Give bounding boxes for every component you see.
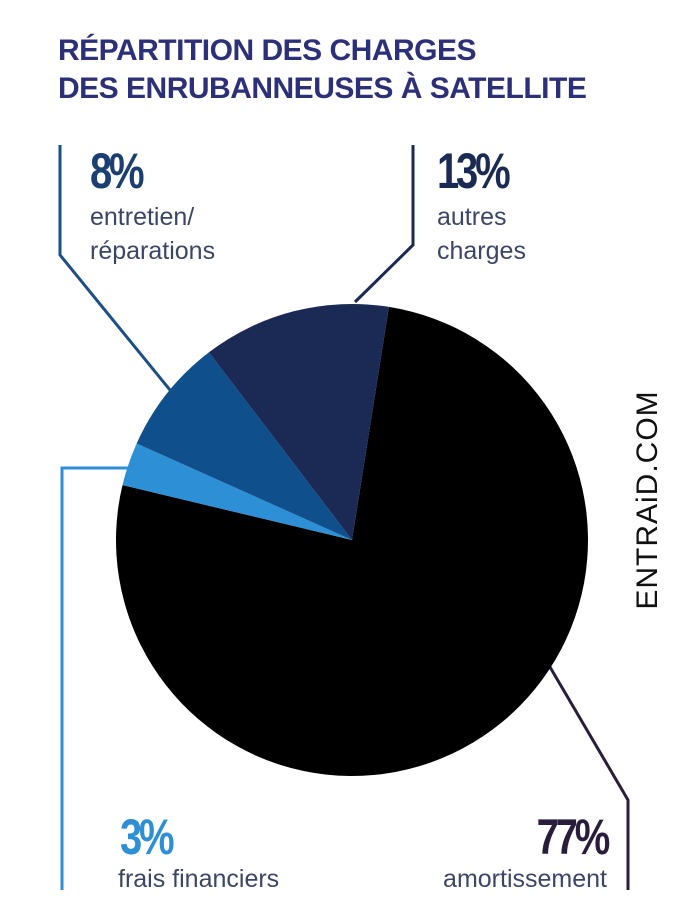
slice-label: autres charges bbox=[437, 203, 526, 265]
leader-line bbox=[60, 466, 132, 890]
pie-slice bbox=[116, 306, 589, 776]
leader-line bbox=[538, 649, 630, 890]
leader-line bbox=[353, 145, 415, 304]
leader-line bbox=[58, 145, 172, 391]
slice-label: frais financiers bbox=[118, 865, 280, 893]
slice-label: amortissement bbox=[443, 865, 607, 893]
watermark: ENTRAiD.COM bbox=[631, 390, 664, 610]
value-label: 13% bbox=[437, 143, 511, 199]
pie-slice bbox=[208, 304, 389, 540]
chart-title: RÉPARTITION DES CHARGES bbox=[58, 34, 476, 67]
value-label: 3% bbox=[120, 809, 175, 865]
value-label: 77% bbox=[536, 809, 611, 865]
value-label: 8% bbox=[90, 143, 145, 199]
chart-title: DES ENRUBANNEUSES À SATELLITE bbox=[58, 72, 587, 105]
pie-slice bbox=[136, 352, 352, 540]
leader-lines bbox=[58, 145, 630, 890]
pie-slice bbox=[122, 443, 352, 540]
slice-label: entretien/ réparations bbox=[90, 203, 216, 265]
